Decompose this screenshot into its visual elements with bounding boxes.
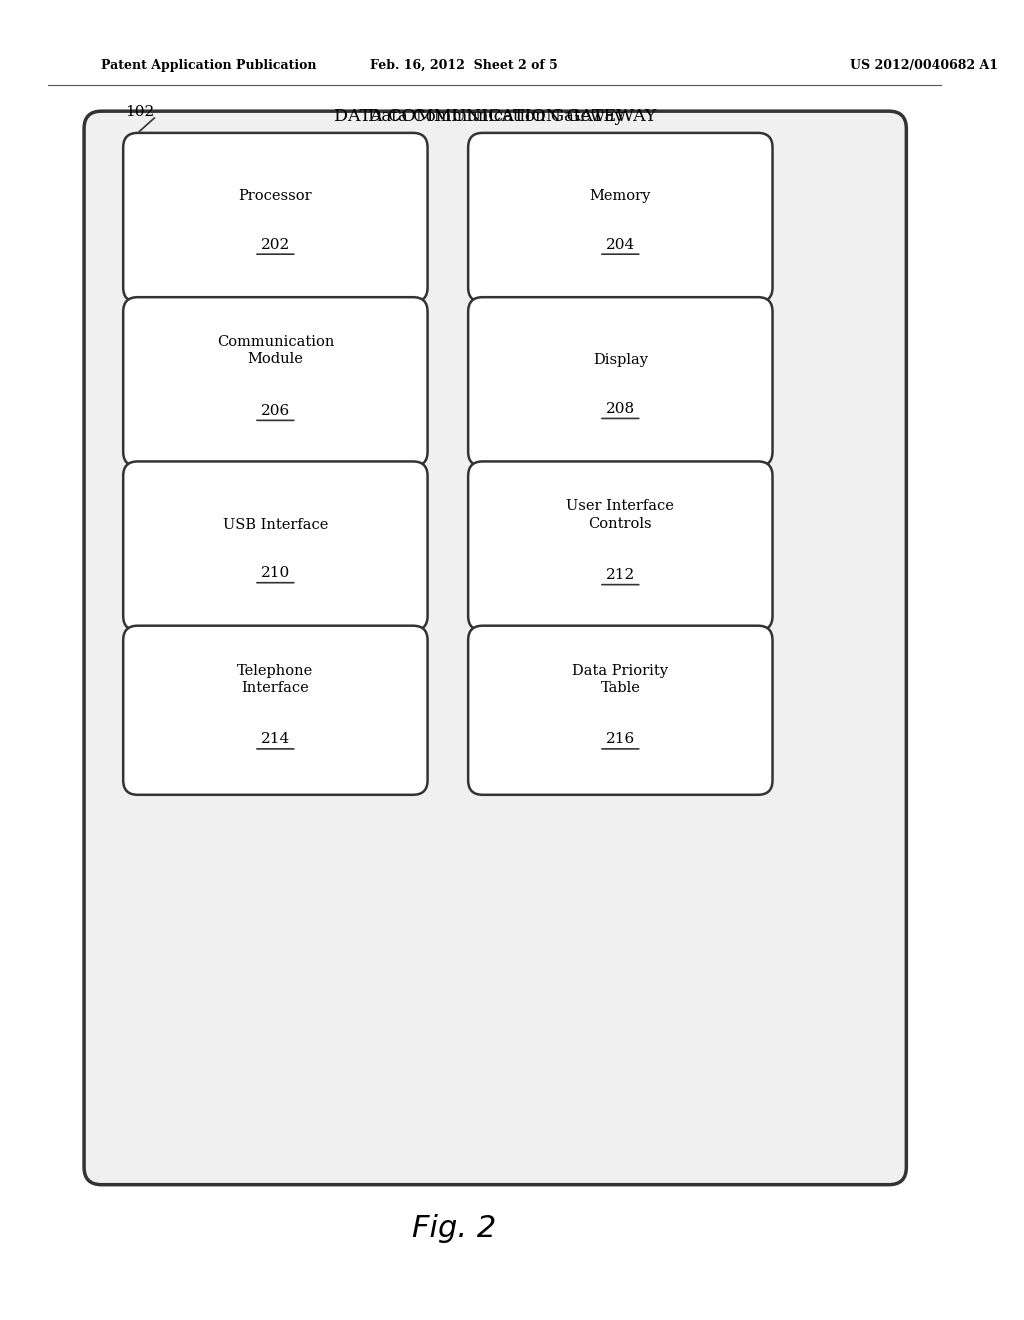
Text: 204: 204: [606, 238, 635, 252]
FancyBboxPatch shape: [123, 133, 428, 302]
FancyBboxPatch shape: [468, 133, 772, 302]
Text: 212: 212: [606, 568, 635, 582]
Text: Display: Display: [593, 354, 648, 367]
FancyBboxPatch shape: [123, 297, 428, 466]
Text: Feb. 16, 2012  Sheet 2 of 5: Feb. 16, 2012 Sheet 2 of 5: [370, 59, 558, 73]
Text: Data Communication Gateway: Data Communication Gateway: [368, 108, 624, 125]
FancyBboxPatch shape: [123, 462, 428, 631]
Text: US 2012/0040682 A1: US 2012/0040682 A1: [850, 59, 998, 73]
Text: Telephone
Interface: Telephone Interface: [238, 664, 313, 694]
Text: 216: 216: [606, 733, 635, 746]
Text: 202: 202: [261, 238, 290, 252]
Text: Fig. 2: Fig. 2: [412, 1213, 497, 1242]
Text: 214: 214: [261, 733, 290, 746]
Text: User Interface
Controls: User Interface Controls: [566, 499, 674, 531]
Text: DATA COMMUNICATION GATEWAY: DATA COMMUNICATION GATEWAY: [335, 108, 656, 125]
Text: Memory: Memory: [590, 189, 651, 203]
Text: 208: 208: [606, 401, 635, 416]
Text: Processor: Processor: [239, 189, 312, 203]
FancyBboxPatch shape: [468, 297, 772, 466]
FancyBboxPatch shape: [468, 462, 772, 631]
FancyBboxPatch shape: [84, 111, 906, 1184]
Text: 206: 206: [261, 404, 290, 417]
Text: Data Priority
Table: Data Priority Table: [572, 664, 669, 694]
Text: Communication
Module: Communication Module: [217, 335, 334, 367]
Text: USB Interface: USB Interface: [222, 517, 328, 532]
FancyBboxPatch shape: [123, 626, 428, 795]
FancyBboxPatch shape: [468, 626, 772, 795]
Text: Patent Application Publication: Patent Application Publication: [101, 59, 317, 73]
Text: 102: 102: [126, 106, 155, 119]
Text: 210: 210: [261, 566, 290, 579]
